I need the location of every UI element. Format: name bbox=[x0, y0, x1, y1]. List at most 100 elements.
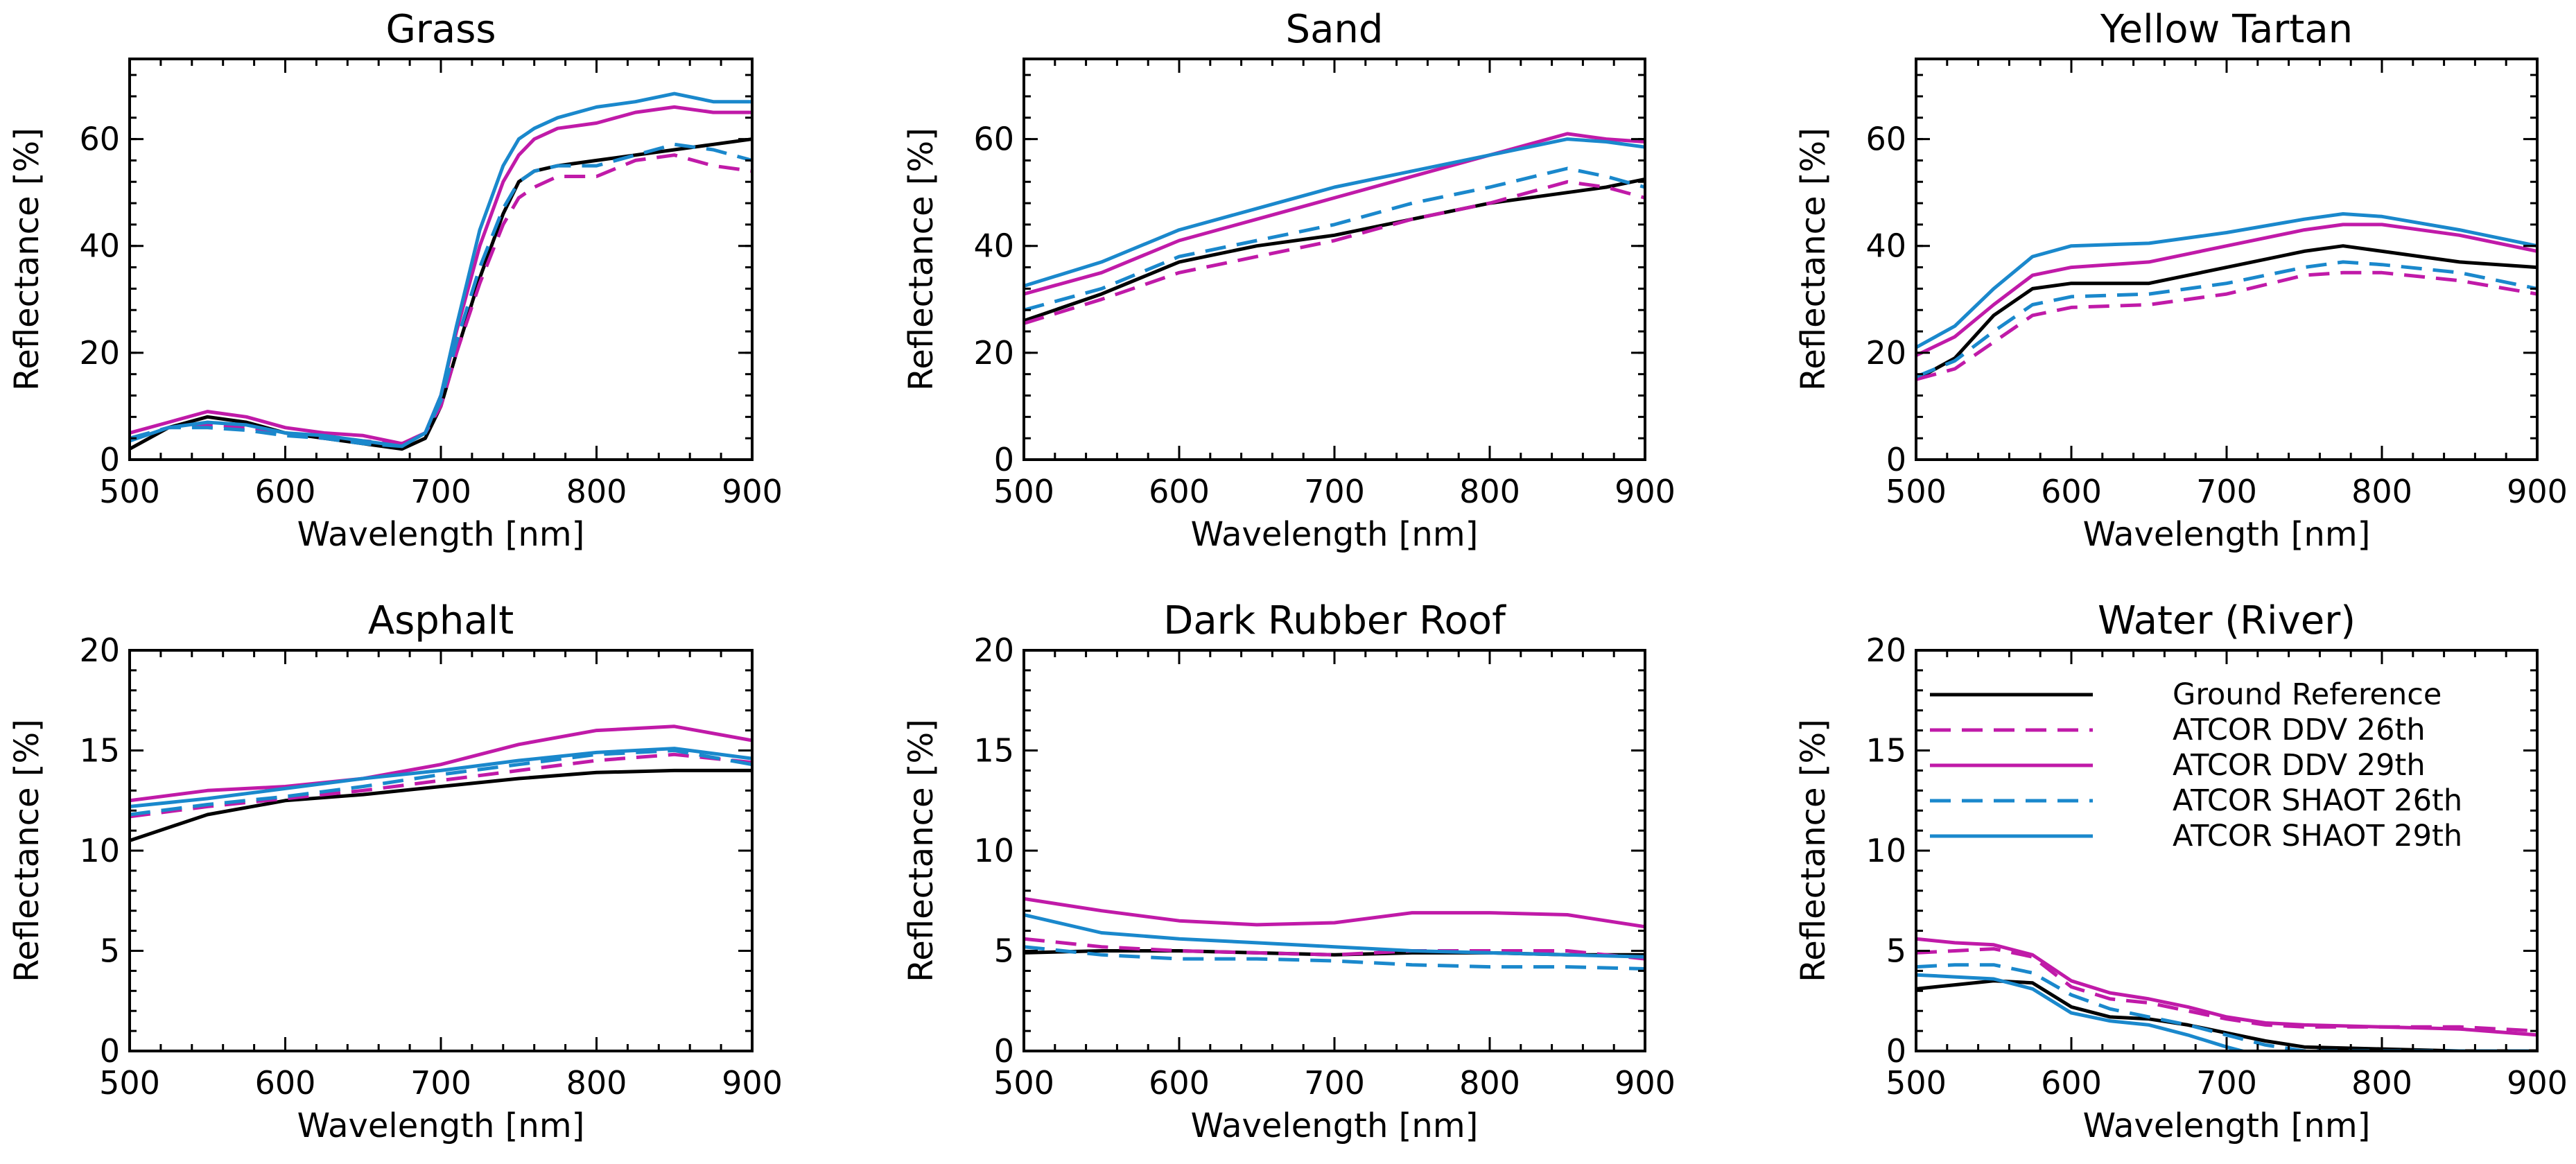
chart-panel-grass: 500 600 700 800 900 0 20 40 60 Grass Wavelength [n… bbox=[8, 7, 783, 554]
x-tick-label: 800 bbox=[1459, 473, 1520, 510]
series-line-atcor-ddv-29th bbox=[1024, 132, 1645, 296]
y-axis-label: Reflectance [%] bbox=[1794, 719, 1833, 982]
plot-frame bbox=[1022, 58, 1646, 461]
legend-label-atcor-ddv-29th: ATCOR DDV 29th bbox=[2173, 748, 2426, 783]
series-line-atcor-shaot-29th bbox=[1024, 913, 1645, 959]
series-group bbox=[1916, 212, 2537, 381]
series-line-atcor-shaot-26th bbox=[1024, 945, 1645, 971]
series-line-ground-reference bbox=[1916, 244, 2537, 381]
series-line-atcor-shaot-26th bbox=[130, 142, 752, 449]
y-tick-label: 0 bbox=[1886, 441, 1906, 478]
x-tick-label: 600 bbox=[2041, 1064, 2102, 1102]
series-group bbox=[130, 92, 752, 451]
series-line-atcor-ddv-26th bbox=[130, 153, 752, 446]
series-line-atcor-ddv-26th bbox=[1916, 270, 2537, 381]
series-line-atcor-shaot-29th bbox=[130, 92, 752, 449]
x-tick-label: 500 bbox=[99, 1064, 160, 1102]
y-tick-label: 20 bbox=[79, 334, 120, 372]
x-tick-label: 700 bbox=[2196, 473, 2257, 510]
x-axis-label: Wavelength [nm] bbox=[1191, 1106, 1479, 1145]
x-tick-label: 800 bbox=[566, 1064, 627, 1102]
y-tick-label: 60 bbox=[79, 121, 120, 158]
y-tick-label: 15 bbox=[1865, 732, 1906, 770]
y-tick-label: 20 bbox=[973, 632, 1014, 669]
x-tick-label: 900 bbox=[722, 1064, 783, 1102]
series-group bbox=[130, 724, 752, 842]
y-tick-label: 40 bbox=[79, 227, 120, 265]
x-tick-label: 600 bbox=[1149, 1064, 1210, 1102]
x-tick-label: 800 bbox=[2351, 473, 2412, 510]
y-tick-label: 10 bbox=[79, 832, 120, 869]
series-group bbox=[1024, 896, 1645, 971]
y-tick-label: 15 bbox=[973, 732, 1014, 770]
plot-frame bbox=[1022, 649, 1646, 1052]
y-tick-label: 15 bbox=[79, 732, 120, 770]
x-axis-label: Wavelength [nm] bbox=[297, 1106, 585, 1145]
y-tick-label: 20 bbox=[79, 632, 120, 669]
y-tick-label: 0 bbox=[1886, 1032, 1906, 1070]
y-tick-label: 10 bbox=[973, 832, 1014, 869]
chart-title: Yellow Tartan bbox=[2100, 7, 2353, 52]
x-axis-label: Wavelength [nm] bbox=[297, 515, 585, 554]
chart-panel-sand: 500 600 700 800 900 0 20 40 60 Sand Wavelength [nm… bbox=[902, 7, 1676, 554]
y-tick-label: 10 bbox=[1865, 832, 1906, 869]
chart-title: Water (River) bbox=[2098, 598, 2356, 643]
x-tick-label: 700 bbox=[410, 473, 471, 510]
y-tick-label: 0 bbox=[100, 441, 120, 478]
chart-title: Sand bbox=[1286, 7, 1384, 52]
y-axis-label: Reflectance [%] bbox=[8, 719, 46, 982]
series-line-atcor-shaot-26th bbox=[1916, 260, 2537, 379]
series-line-atcor-ddv-29th bbox=[1916, 223, 2537, 357]
y-tick-label: 40 bbox=[973, 227, 1014, 265]
x-tick-label: 900 bbox=[2507, 1064, 2568, 1102]
x-axis-label: Wavelength [nm] bbox=[2083, 1106, 2371, 1145]
x-tick-label: 600 bbox=[255, 1064, 316, 1102]
x-tick-label: 600 bbox=[2041, 473, 2102, 510]
x-tick-label: 500 bbox=[1886, 1064, 1947, 1102]
series-group bbox=[1024, 132, 1645, 325]
series-line-atcor-shaot-29th bbox=[1916, 212, 2537, 349]
x-tick-label: 700 bbox=[410, 1064, 471, 1102]
series-line-ground-reference bbox=[1024, 177, 1645, 322]
x-tick-label: 800 bbox=[2351, 1064, 2412, 1102]
series-line-atcor-shaot-29th bbox=[130, 747, 752, 808]
y-tick-label: 60 bbox=[973, 121, 1014, 158]
x-tick-label: 700 bbox=[2196, 1064, 2257, 1102]
series-line-atcor-shaot-29th bbox=[1024, 137, 1645, 288]
x-tick-label: 900 bbox=[1615, 1064, 1676, 1102]
y-tick-label: 5 bbox=[100, 932, 120, 970]
x-tick-label: 500 bbox=[993, 1064, 1054, 1102]
series-line-atcor-ddv-26th bbox=[1024, 937, 1645, 961]
chart-panel-dark-rubber-roof: 500 600 700 800 900 0 5 10 15 20 Dark Rubber Roof W… bbox=[902, 598, 1676, 1145]
series-line-atcor-shaot-29th bbox=[1916, 973, 2249, 1051]
chart-panel-yellow-tartan: 500 600 700 800 900 0 20 40 60 Yellow Tartan Wavel… bbox=[1794, 7, 2568, 554]
series-line-atcor-ddv-26th bbox=[1024, 180, 1645, 325]
y-tick-label: 60 bbox=[1865, 121, 1906, 158]
plot-frame bbox=[128, 649, 754, 1052]
x-tick-label: 800 bbox=[1459, 1064, 1520, 1102]
x-tick-label: 500 bbox=[993, 473, 1054, 510]
y-tick-label: 20 bbox=[973, 334, 1014, 372]
chart-panel-asphalt: 500 600 700 800 900 0 5 10 15 20 Asphalt Wavelength… bbox=[8, 598, 783, 1145]
y-axis-label: Reflectance [%] bbox=[8, 128, 46, 391]
series-line-atcor-ddv-26th bbox=[1916, 947, 2537, 1033]
chart-panel-water-river: 500 600 700 800 900 0 5 10 15 20 Water (River) Wave… bbox=[1794, 598, 2568, 1145]
series-line-ground-reference bbox=[130, 768, 752, 842]
x-tick-label: 600 bbox=[255, 473, 316, 510]
legend-label-atcor-shaot-26th: ATCOR SHAOT 26th bbox=[2173, 783, 2462, 818]
series-line-atcor-ddv-29th bbox=[1024, 896, 1645, 929]
y-axis-label: Reflectance [%] bbox=[902, 128, 941, 391]
x-tick-label: 500 bbox=[1886, 473, 1947, 510]
chart-title: Asphalt bbox=[368, 598, 514, 643]
x-tick-label: 500 bbox=[99, 473, 160, 510]
x-tick-label: 900 bbox=[1615, 473, 1676, 510]
x-tick-label: 900 bbox=[2507, 473, 2568, 510]
series-line-atcor-shaot-26th bbox=[1916, 963, 2537, 1051]
series-line-atcor-shaot-26th bbox=[1024, 166, 1645, 312]
y-tick-label: 20 bbox=[1865, 632, 1906, 669]
y-axis-label: Reflectance [%] bbox=[1794, 128, 1833, 391]
chart-title: Dark Rubber Roof bbox=[1163, 598, 1506, 643]
y-tick-label: 20 bbox=[1865, 334, 1906, 372]
